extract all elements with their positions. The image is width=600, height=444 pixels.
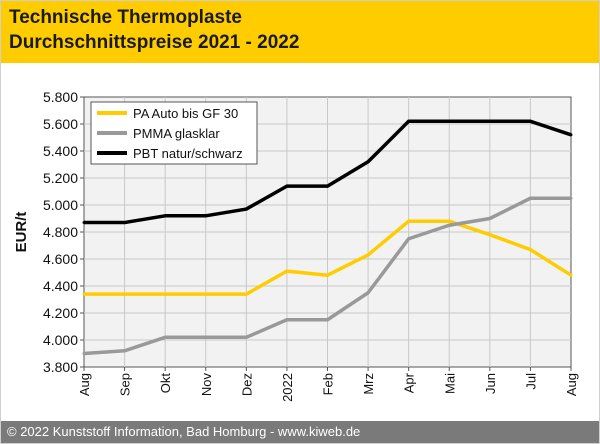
series-1-point — [528, 248, 532, 252]
series-2-point — [163, 335, 167, 339]
series-3-point — [407, 119, 411, 123]
x-tick-label: Feb — [321, 373, 336, 395]
y-tick-label: 4.400 — [43, 278, 78, 294]
legend-label: PMMA glasklar — [133, 126, 220, 141]
series-3-point — [528, 119, 532, 123]
y-tick-label: 4.600 — [43, 251, 78, 267]
series-1-point — [204, 292, 208, 296]
series-3-point — [326, 184, 329, 188]
copyright-text: © 2022 Kunststoff Information, Bad Hombu… — [7, 424, 361, 439]
series-3-point — [204, 214, 208, 218]
series-3-point — [569, 133, 573, 137]
x-tick-label: Jul — [523, 373, 538, 390]
x-tick-label: Mai — [442, 373, 457, 394]
series-2-point — [488, 217, 492, 220]
series-3-point — [285, 184, 289, 188]
y-tick-label: 5.400 — [43, 143, 78, 159]
series-3-point — [366, 160, 370, 164]
series-3-point — [244, 207, 248, 211]
y-tick-label: 5.800 — [43, 89, 78, 105]
x-tick-label: Okt — [158, 373, 173, 394]
x-tick-label: Jun — [483, 373, 498, 394]
x-tick-label: Dez — [239, 373, 254, 396]
chart-header: Technische Thermoplaste Durchschnittspre… — [1, 1, 599, 63]
series-1-point — [488, 233, 492, 237]
series-1-point — [326, 273, 329, 277]
x-tick-label: Aug — [564, 373, 579, 396]
series-2-point — [82, 352, 86, 355]
series-2-point — [123, 349, 127, 353]
y-tick-label: 5.000 — [43, 197, 78, 213]
series-2-point — [326, 318, 329, 322]
x-tick-label: Apr — [402, 372, 417, 393]
y-axis-label: EUR/t — [13, 212, 30, 253]
y-tick-label: 4.800 — [43, 224, 78, 240]
series-2-point — [204, 335, 208, 339]
x-tick-label: Mrz — [361, 373, 376, 395]
chart-title-line1: Technische Thermoplaste — [9, 7, 242, 28]
series-1-point — [244, 292, 248, 296]
series-3-point — [163, 214, 167, 218]
footer-bar: © 2022 Kunststoff Information, Bad Hombu… — [1, 421, 599, 443]
series-3-point — [82, 221, 86, 225]
y-tick-label: 4.200 — [43, 305, 78, 321]
series-1-point — [447, 219, 451, 223]
x-tick-label: 2022 — [280, 373, 295, 402]
series-3-point — [447, 119, 451, 123]
series-3-point — [123, 221, 127, 225]
chart-title-line2: Durchschnittspreise 2021 - 2022 — [9, 32, 300, 53]
series-1-point — [163, 292, 167, 296]
series-1-point — [569, 273, 573, 277]
series-2-point — [366, 291, 370, 295]
y-tick-label: 5.200 — [43, 170, 78, 186]
x-tick-label: Nov — [199, 373, 214, 397]
series-1-point — [82, 292, 86, 296]
series-2-point — [285, 318, 289, 322]
series-1-point — [407, 219, 411, 223]
x-tick-label: Aug — [77, 373, 92, 396]
x-tick-label: Sep — [118, 373, 133, 396]
series-1-point — [123, 292, 127, 296]
legend-label: PA Auto bis GF 30 — [133, 106, 238, 121]
series-3-point — [488, 119, 492, 123]
series-2-point — [528, 196, 532, 200]
y-tick-label: 5.600 — [43, 116, 78, 132]
series-2-point — [569, 196, 573, 200]
series-2-point — [447, 223, 451, 227]
series-2-point — [407, 237, 411, 241]
series-1-point — [366, 253, 370, 257]
y-tick-label: 4.000 — [43, 332, 78, 348]
series-2-point — [244, 335, 248, 339]
legend-label: PBT natur/schwarz — [133, 146, 243, 161]
y-tick-label: 3.800 — [43, 359, 78, 375]
line-chart: 3.800 4.000 4.200 4.400 4.600 4.800 5.000 5.200… — [13, 89, 579, 402]
series-1-point — [285, 269, 289, 273]
